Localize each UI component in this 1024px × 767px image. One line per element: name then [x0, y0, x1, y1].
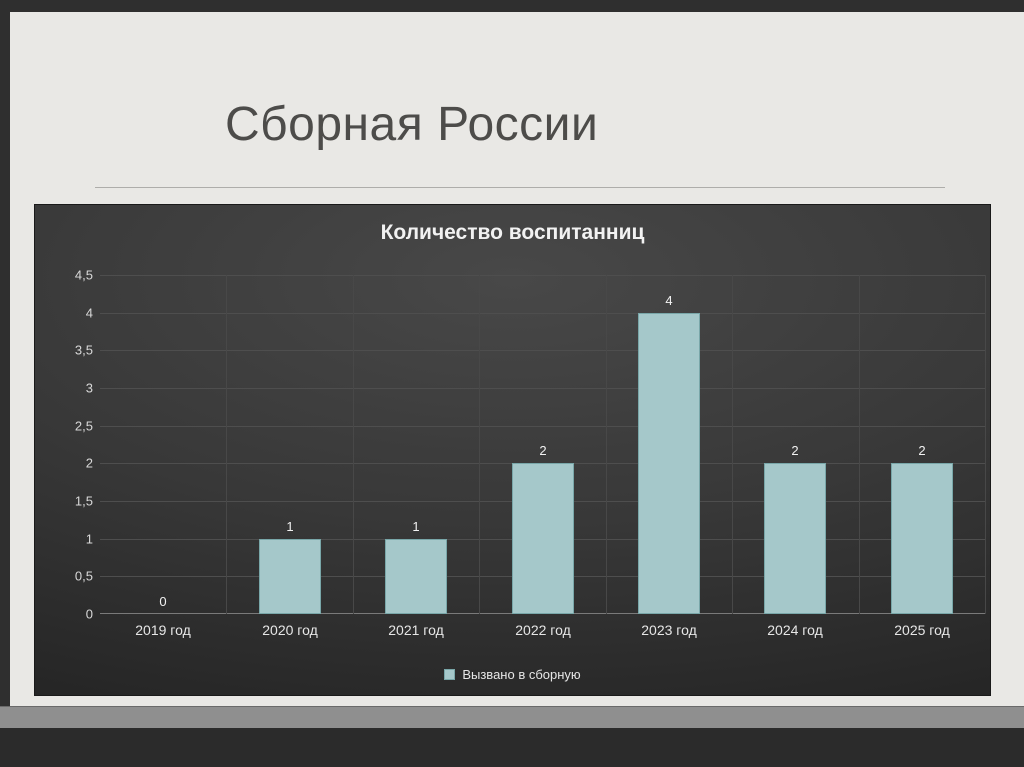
- bar: [512, 463, 574, 614]
- x-axis-tick-label: 2023 год: [641, 622, 697, 638]
- chart-legend: Вызвано в сборную: [35, 667, 990, 682]
- x-axis-tick-label: 2025 год: [894, 622, 950, 638]
- gridline-horizontal: [100, 350, 985, 351]
- slide: Сборная России Количество воспитанниц 4,…: [10, 12, 1024, 706]
- top-border: [0, 0, 1024, 12]
- bar-value-label: 2: [539, 443, 547, 458]
- y-axis-tick-label: 2,5: [74, 418, 93, 434]
- x-axis-labels: 2019 год 2020 год 2021 год 2022 год 2023 год…: [100, 622, 985, 644]
- page-title: Сборная России: [225, 98, 599, 151]
- bar-value-label: 1: [412, 519, 420, 534]
- legend-swatch: [444, 669, 456, 680]
- gridline-vertical: [859, 275, 860, 614]
- gridline-vertical: [606, 275, 607, 614]
- y-axis-tick-label: 0,5: [74, 568, 93, 584]
- gridline-horizontal: [100, 426, 985, 427]
- x-axis-tick-label: 2021 год: [388, 622, 444, 638]
- bar: [891, 463, 953, 614]
- y-axis-tick-label: 4: [85, 305, 93, 321]
- left-border: [0, 0, 10, 710]
- y-axis-labels: 4,5 4 3,5 3 2,5 2 1,5 1 0,5 0: [35, 268, 93, 622]
- y-axis-tick-label: 4,5: [74, 267, 93, 283]
- gridline-vertical: [732, 275, 733, 614]
- bar-value-label: 4: [665, 293, 673, 308]
- bar-value-label: 1: [286, 519, 294, 534]
- gridline-vertical: [226, 275, 227, 614]
- bar-value-label: 0: [159, 594, 167, 609]
- y-axis-tick-label: 3: [85, 380, 93, 396]
- y-axis-tick-label: 0: [85, 606, 93, 622]
- x-axis-tick-label: 2019 год: [135, 622, 191, 638]
- y-axis-tick-label: 2: [85, 455, 93, 471]
- y-axis-tick-label: 3,5: [74, 342, 93, 358]
- bar-value-label: 2: [918, 443, 926, 458]
- chart-title: Количество воспитанниц: [380, 221, 645, 244]
- legend-label: Вызвано в сборную: [462, 667, 581, 682]
- gridline-vertical: [985, 275, 986, 614]
- gridline-vertical: [479, 275, 480, 614]
- bar: [638, 313, 700, 614]
- bar: [259, 539, 321, 614]
- bar-chart: Количество воспитанниц 4,5 4 3,5 3 2,5 2 1,5 1 0…: [35, 205, 990, 695]
- gridline-horizontal: [100, 313, 985, 314]
- bottom-gray-band: [0, 706, 1024, 729]
- title-divider: [95, 187, 945, 188]
- gridline-horizontal: [100, 275, 985, 276]
- x-axis-tick-label: 2024 год: [767, 622, 823, 638]
- bar: [385, 539, 447, 614]
- gridline-vertical: [353, 275, 354, 614]
- x-axis-tick-label: 2022 год: [515, 622, 571, 638]
- y-axis-tick-label: 1: [85, 531, 93, 547]
- bottom-dark-band: [0, 728, 1024, 767]
- x-axis-tick-label: 2020 год: [262, 622, 318, 638]
- gridline-horizontal: [100, 388, 985, 389]
- y-axis-tick-label: 1,5: [74, 493, 93, 509]
- bar-value-label: 2: [791, 443, 799, 458]
- bar: [764, 463, 826, 614]
- plot-area: 0 1 1 2 4 2 2: [100, 275, 986, 614]
